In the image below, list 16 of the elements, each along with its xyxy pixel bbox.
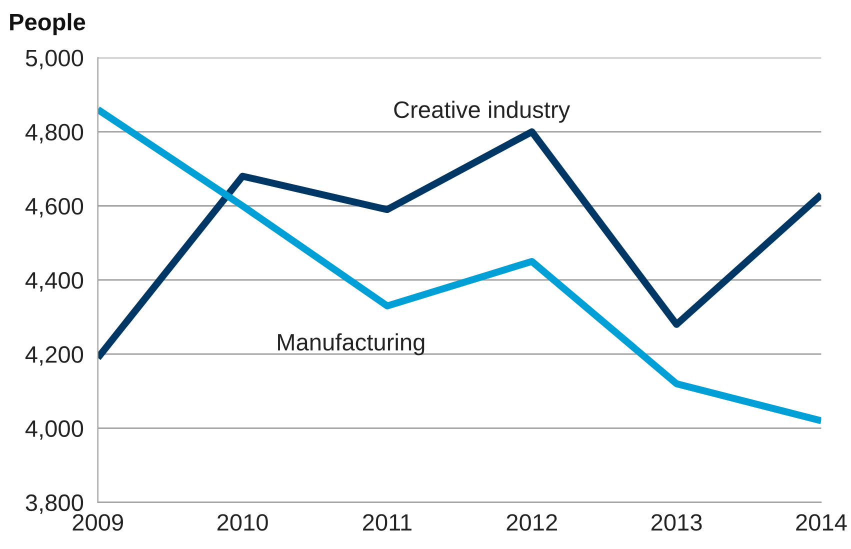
y-tick-label: 4,400 (25, 272, 84, 292)
y-tick-label: 5,000 (26, 50, 84, 70)
y-tick-label: 4,800 (25, 124, 84, 144)
x-tick-label: 2011 (363, 514, 412, 531)
y-tick-label: 4,000 (25, 420, 84, 440)
x-tick-label: 2014 (796, 514, 847, 531)
y-axis-title: People (10, 13, 86, 36)
x-tick-label: 2009 (72, 514, 124, 531)
series-label: Creative industry (394, 100, 570, 123)
x-tick-label: 2010 (217, 514, 268, 531)
y-tick-label: 4,600 (25, 198, 84, 218)
y-tick-label: 3,800 (26, 494, 84, 514)
x-tick-label: 2013 (651, 514, 702, 531)
x-tick-label: 2012 (506, 514, 557, 531)
series-label: Manufacturing (278, 333, 424, 356)
y-tick-label: 4,200 (25, 346, 84, 366)
